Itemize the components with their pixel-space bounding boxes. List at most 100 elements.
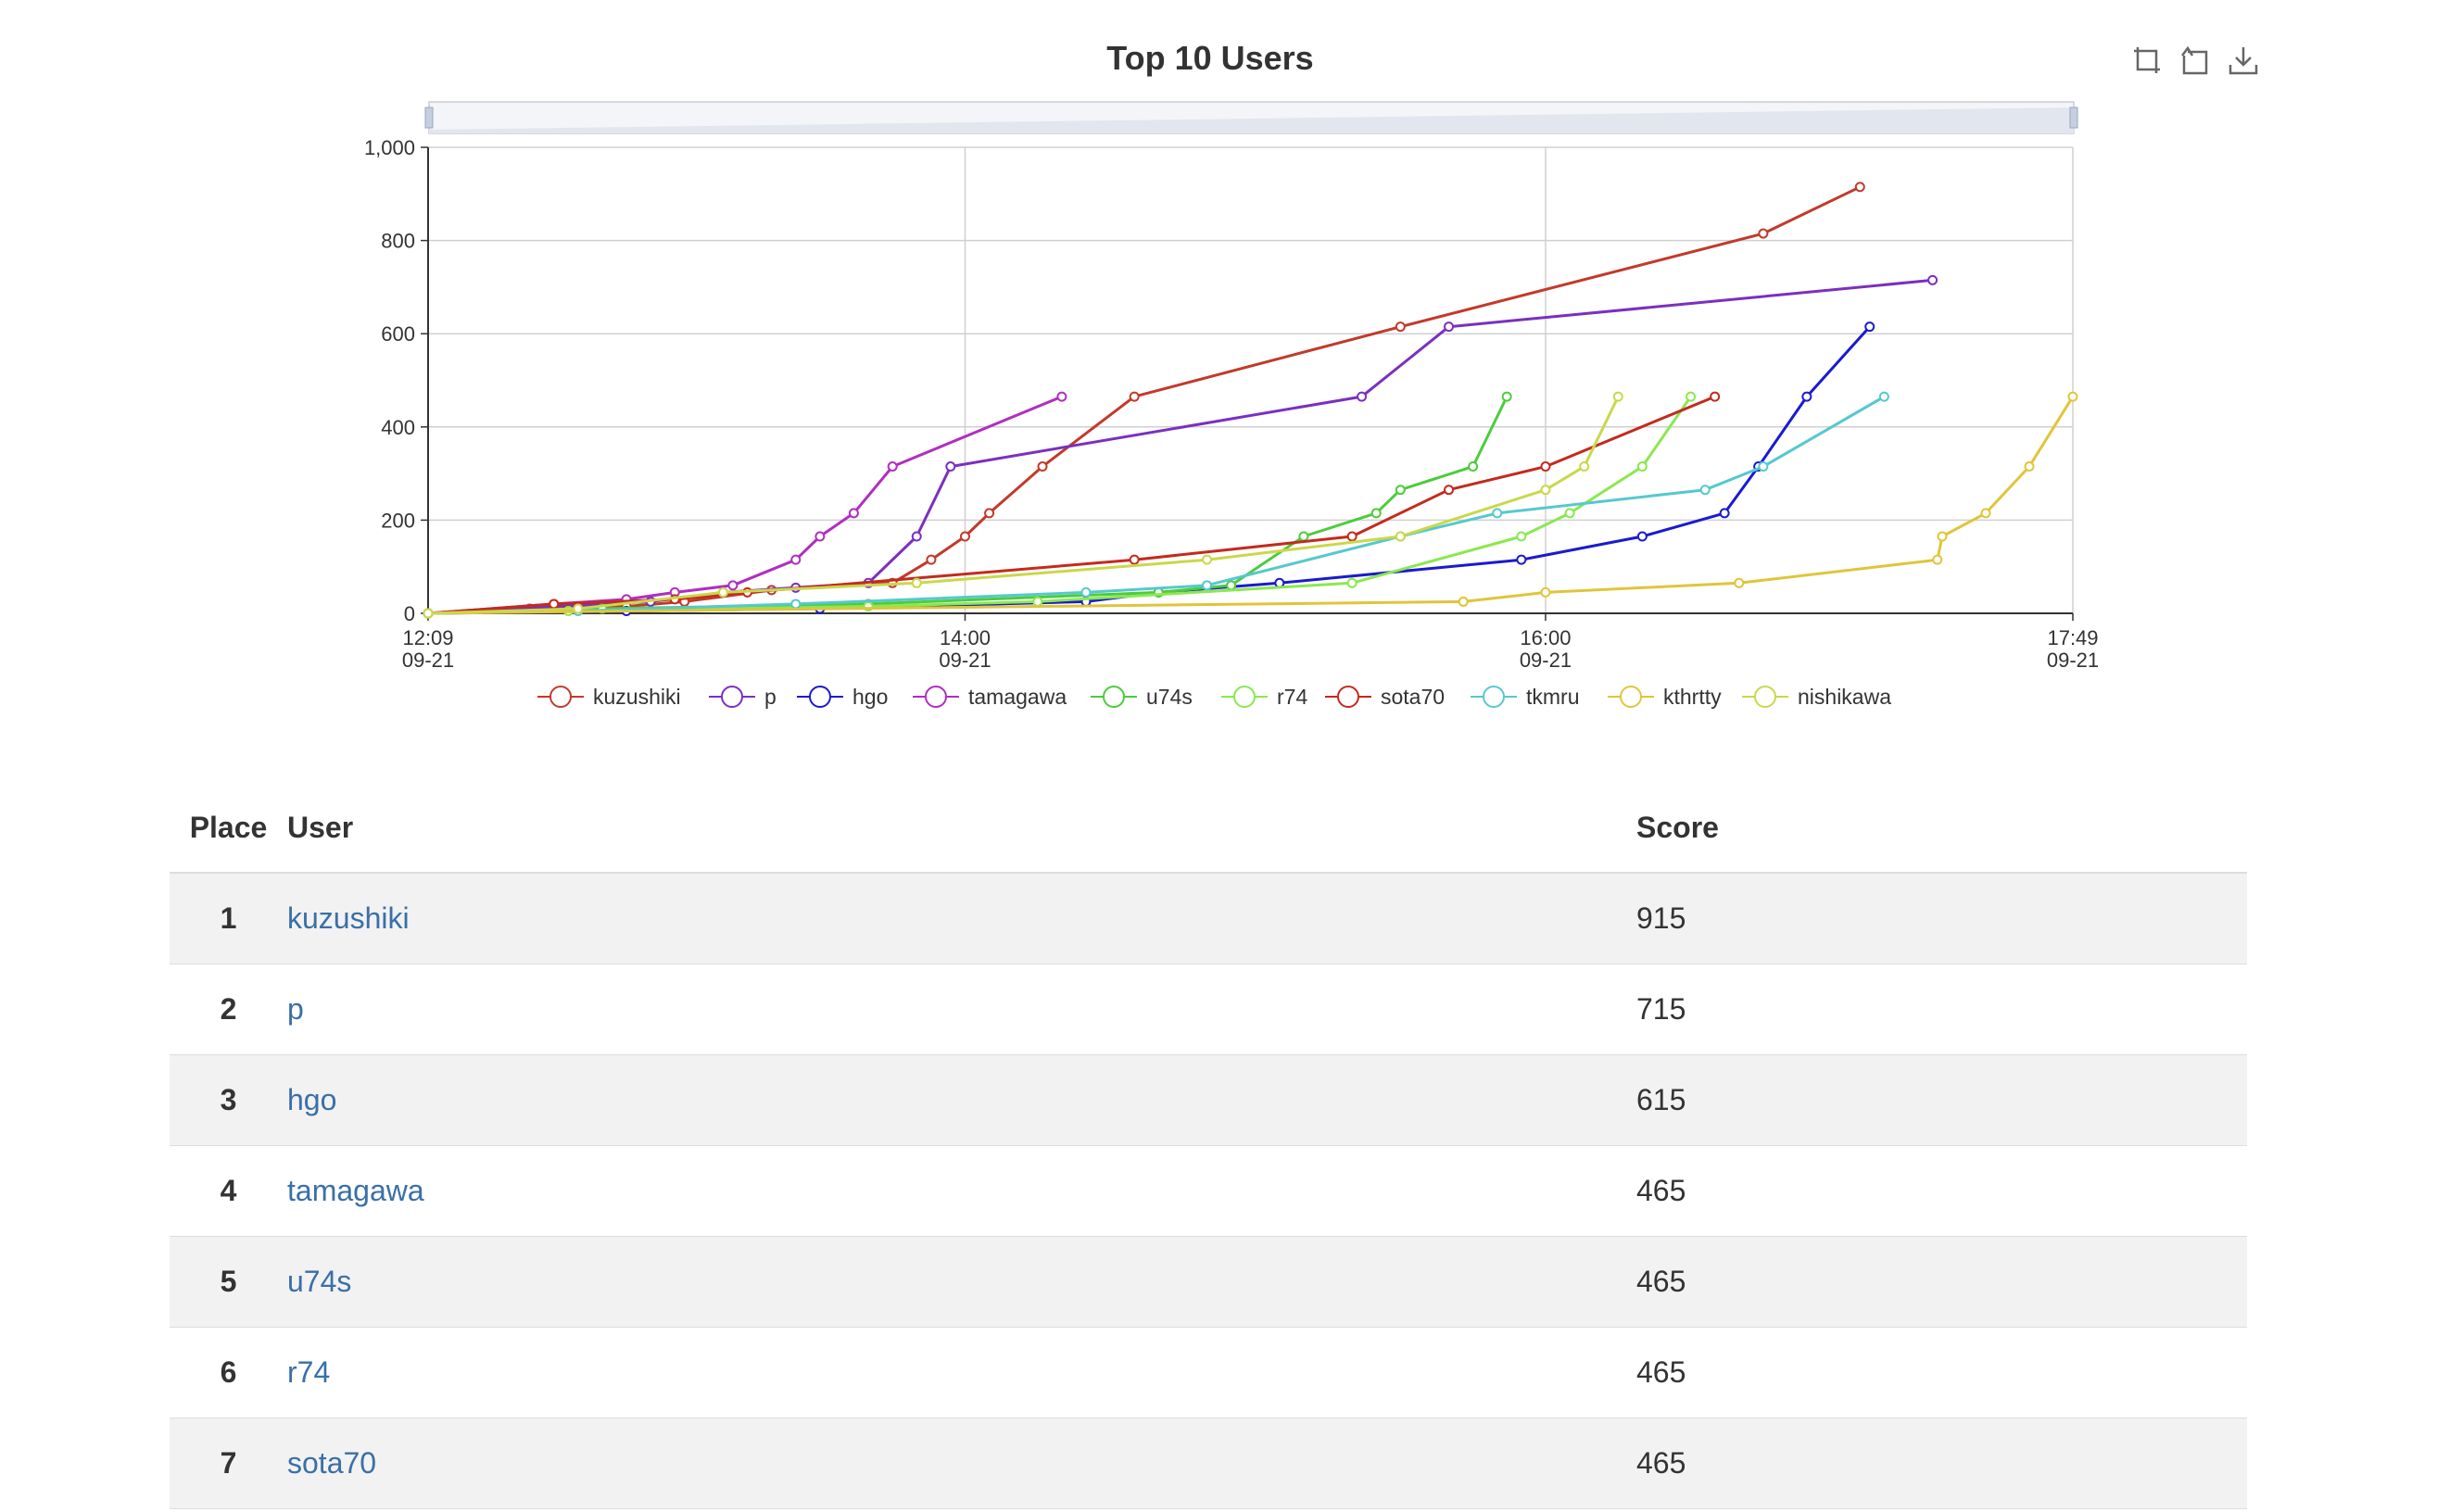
series-line-tkmru bbox=[427, 395, 1886, 615]
data-point bbox=[945, 461, 956, 472]
data-point bbox=[1540, 461, 1551, 472]
legend-item-p[interactable]: p bbox=[709, 685, 777, 709]
legend-symbol bbox=[925, 686, 947, 708]
user-link[interactable]: u74s bbox=[287, 1265, 352, 1298]
data-point bbox=[1758, 228, 1769, 239]
table-row: 4 tamagawa 465 bbox=[170, 1145, 2247, 1237]
zoom-reset-icon[interactable] bbox=[2179, 44, 2211, 76]
data-point bbox=[1758, 461, 1769, 472]
score-cell: 715 bbox=[1636, 964, 2247, 1055]
series-line-kuzushiki bbox=[427, 185, 1861, 615]
score-cell: 465 bbox=[1636, 1327, 2247, 1418]
data-point bbox=[911, 531, 922, 542]
data-point bbox=[1710, 391, 1721, 402]
y-tick-label: 400 bbox=[381, 416, 415, 439]
data-point bbox=[790, 598, 802, 610]
legend-item-u74s[interactable]: u74s bbox=[1091, 685, 1193, 709]
data-point bbox=[1444, 485, 1455, 496]
series-p bbox=[423, 274, 1938, 619]
legend-item-nishikawa[interactable]: nishikawa bbox=[1742, 685, 1891, 709]
data-point bbox=[1346, 531, 1357, 542]
data-point bbox=[1878, 391, 1889, 402]
data-point bbox=[1636, 461, 1648, 472]
data-point bbox=[1202, 554, 1213, 565]
data-point bbox=[1636, 531, 1648, 542]
series-line-p bbox=[427, 278, 1933, 615]
legend[interactable]: kuzushiki p hgo tamagawa u74s r74 sota70 tkmru k… bbox=[537, 685, 1891, 709]
legend-item-kthrtty[interactable]: kthrtty bbox=[1608, 685, 1722, 709]
legend-label: tkmru bbox=[1526, 685, 1580, 709]
score-cell: 915 bbox=[1636, 872, 2247, 964]
table-row: 1 kuzushiki 915 bbox=[170, 872, 2247, 964]
legend-item-sota70[interactable]: sota70 bbox=[1325, 685, 1445, 709]
series-tamagawa bbox=[423, 391, 1067, 619]
series-line-sota70 bbox=[427, 395, 1716, 615]
data-point bbox=[2024, 461, 2035, 472]
data-point bbox=[1395, 485, 1406, 496]
data-point bbox=[1564, 508, 1575, 519]
data-point bbox=[1516, 531, 1527, 542]
data-point bbox=[959, 531, 970, 542]
place-cell: 3 bbox=[170, 1054, 287, 1146]
zoom-handle-left[interactable] bbox=[424, 107, 434, 129]
data-point bbox=[1927, 274, 1938, 285]
series-hgo bbox=[423, 321, 1875, 619]
legend-item-r74[interactable]: r74 bbox=[1221, 685, 1307, 709]
data-point bbox=[848, 508, 859, 519]
user-link[interactable]: sota70 bbox=[287, 1446, 377, 1480]
data-point bbox=[1864, 321, 1875, 333]
download-icon[interactable] bbox=[2228, 44, 2259, 76]
legend-symbol bbox=[809, 686, 831, 708]
data-point bbox=[1686, 391, 1697, 402]
x-tick-date-label: 09-21 bbox=[1520, 649, 1572, 672]
data-point bbox=[1699, 485, 1711, 496]
data-point bbox=[1444, 321, 1455, 333]
chart-container: Top 10 Users 0 200 400 600 800 1,000 12:09 09-2… bbox=[0, 0, 2437, 741]
series-sota70 bbox=[423, 391, 1721, 619]
user-link[interactable]: r74 bbox=[287, 1355, 331, 1389]
x-tick-label: 12:09 bbox=[402, 626, 453, 649]
zoom-select-icon[interactable] bbox=[2131, 44, 2163, 76]
data-point bbox=[1129, 554, 1140, 565]
x-tick-date-label: 09-21 bbox=[402, 649, 454, 672]
data-point bbox=[573, 603, 584, 614]
legend-label: r74 bbox=[1277, 685, 1307, 709]
chart-title: Top 10 Users bbox=[1106, 39, 1313, 77]
place-cell: 4 bbox=[170, 1145, 287, 1237]
data-point bbox=[727, 580, 739, 591]
table-header-row: Place User Score bbox=[170, 783, 2247, 874]
place-cell: 6 bbox=[170, 1327, 287, 1418]
legend-label: nishikawa bbox=[1798, 685, 1891, 709]
series-kthrtty bbox=[423, 391, 2078, 619]
data-point bbox=[1458, 596, 1469, 607]
user-link[interactable]: tamagawa bbox=[287, 1174, 424, 1207]
zoom-handle-right[interactable] bbox=[2069, 107, 2078, 129]
legend-item-hgo[interactable]: hgo bbox=[797, 685, 888, 709]
legend-symbol bbox=[1754, 686, 1776, 708]
data-point bbox=[1202, 580, 1213, 591]
place-header: Place bbox=[170, 783, 287, 874]
place-cell: 5 bbox=[170, 1236, 287, 1328]
data-point bbox=[1468, 461, 1479, 472]
data-point bbox=[1346, 577, 1357, 588]
legend-item-tamagawa[interactable]: tamagawa bbox=[913, 685, 1067, 709]
data-point bbox=[1734, 577, 1745, 588]
user-link[interactable]: kuzushiki bbox=[287, 901, 410, 935]
series-kuzushiki bbox=[423, 182, 1865, 619]
data-point bbox=[1540, 485, 1551, 496]
y-tick-label: 200 bbox=[381, 509, 415, 532]
user-link[interactable]: hgo bbox=[287, 1083, 337, 1116]
chart-toolbox bbox=[2131, 44, 2259, 76]
data-zoom-slider[interactable] bbox=[424, 101, 2078, 134]
series-lines bbox=[423, 182, 2078, 619]
legend-label: kuzushiki bbox=[593, 685, 681, 709]
user-link[interactable]: p bbox=[287, 992, 304, 1026]
legend-item-kuzushiki[interactable]: kuzushiki bbox=[537, 685, 681, 709]
data-point bbox=[1801, 391, 1812, 402]
score-cell: 615 bbox=[1636, 1054, 2247, 1146]
legend-symbol bbox=[1620, 686, 1642, 708]
data-point bbox=[926, 554, 937, 565]
series-nishikawa bbox=[423, 391, 1623, 619]
data-point bbox=[1854, 182, 1865, 193]
legend-item-tkmru[interactable]: tkmru bbox=[1471, 685, 1580, 709]
